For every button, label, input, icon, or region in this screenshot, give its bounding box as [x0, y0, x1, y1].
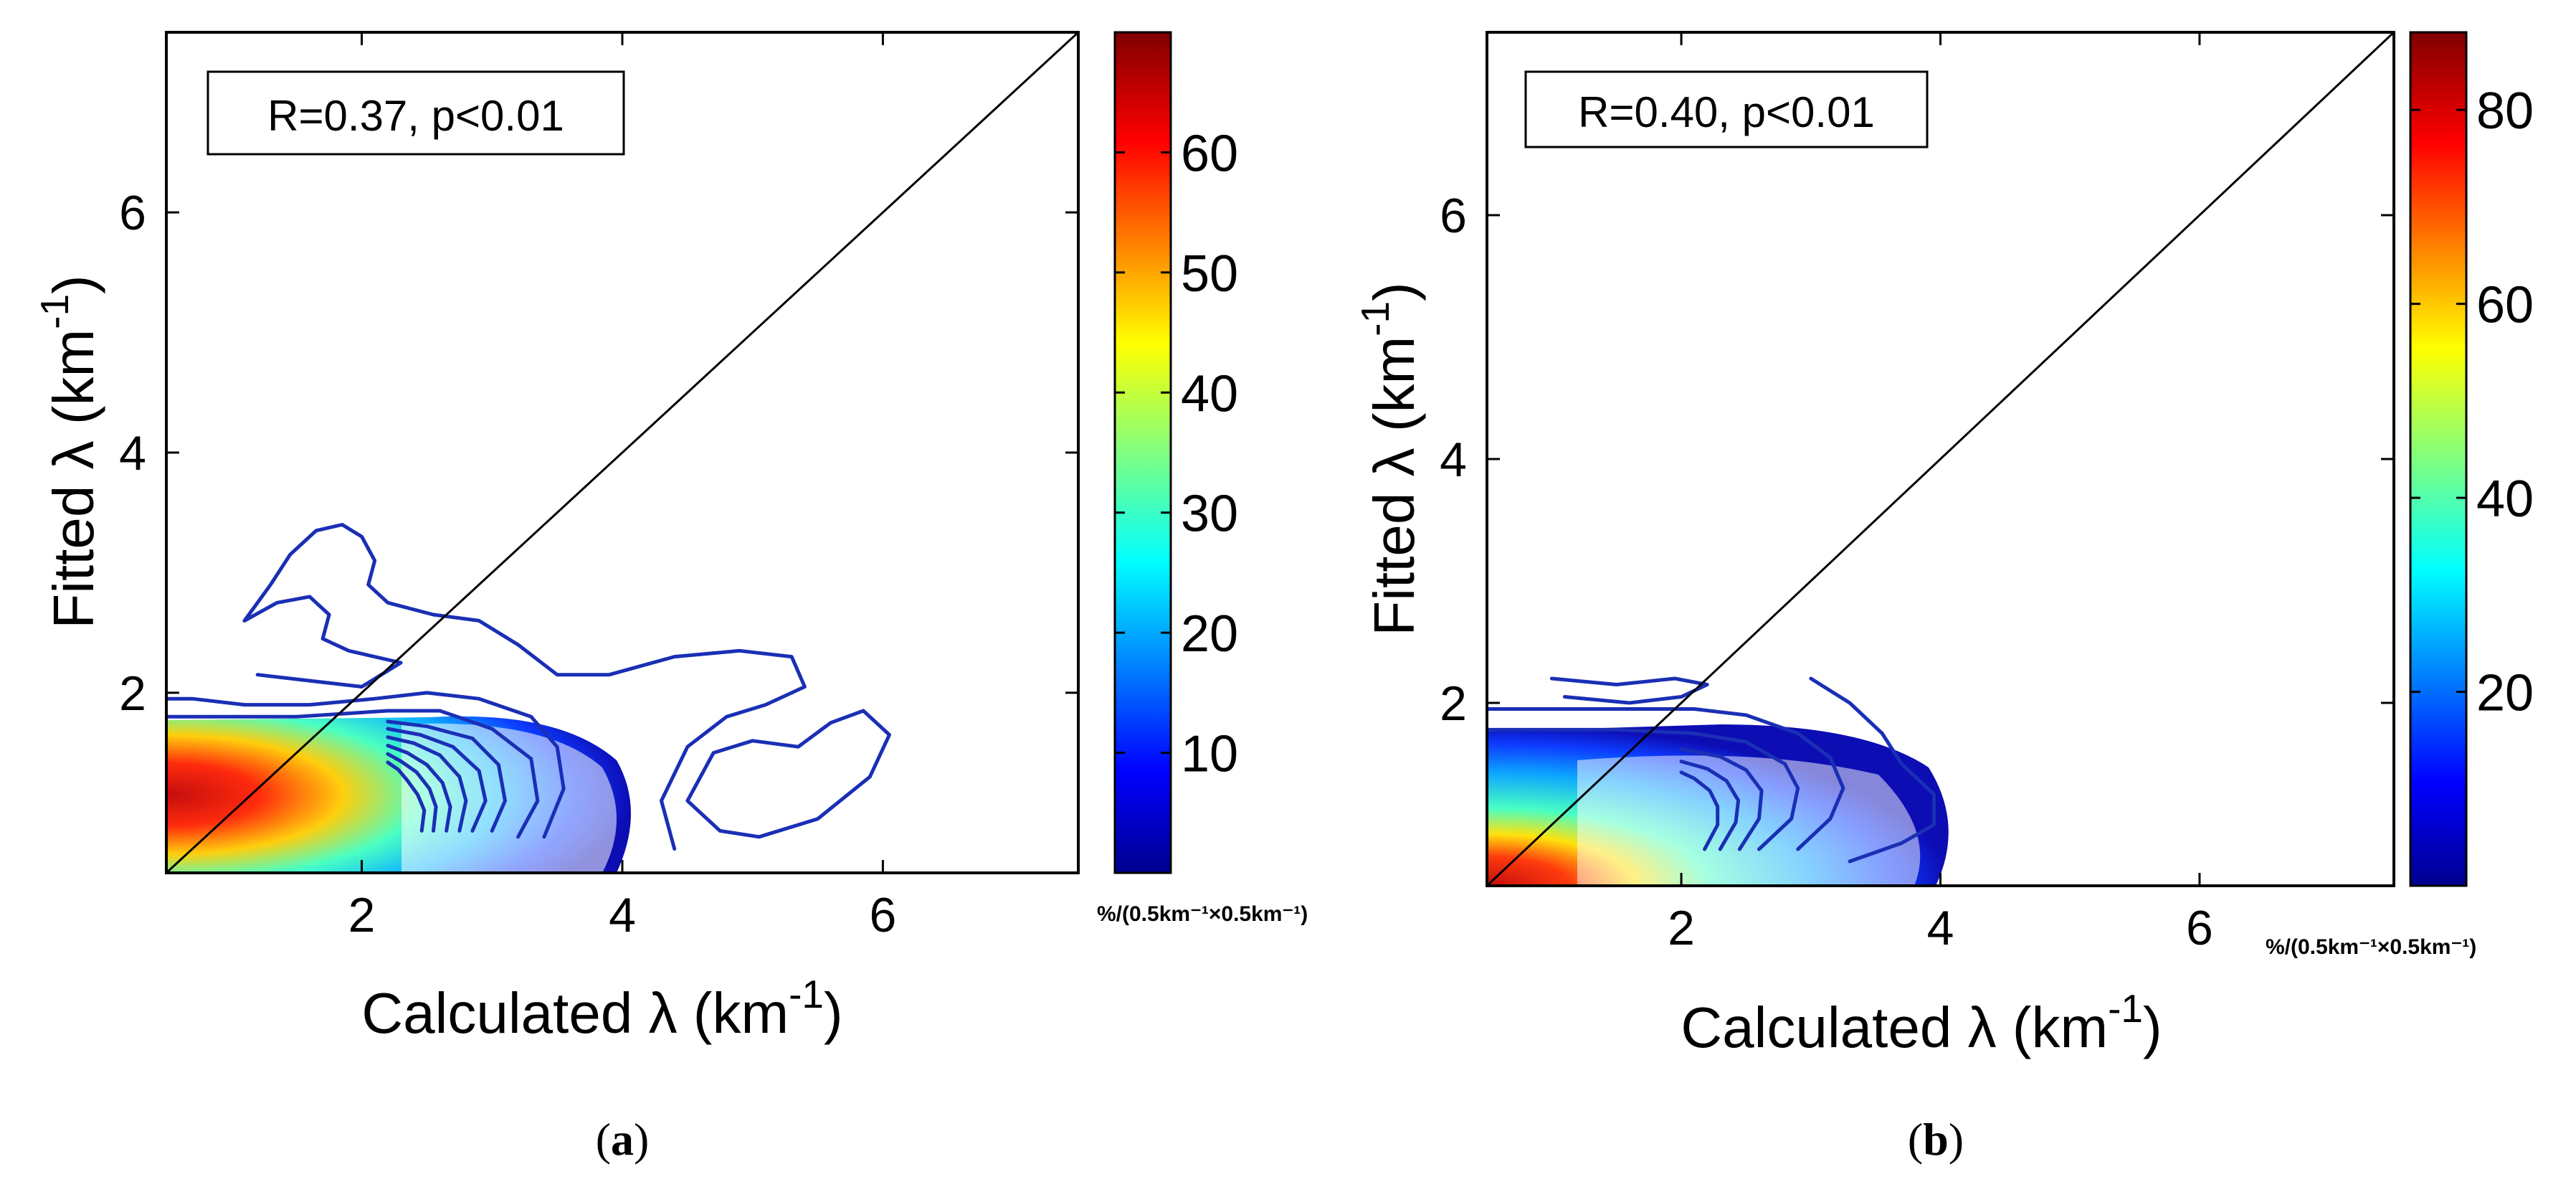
x-tick-label-a-6: 6	[870, 888, 897, 942]
x-tick-label-b-2: 2	[1668, 901, 1695, 955]
colorbar-tick-label-a-20: 20	[1181, 605, 1238, 663]
x-tick-label-b-4: 4	[1927, 901, 1954, 955]
colorbar-ticks-b: 20 40 60 80	[2410, 82, 2534, 722]
contour-line-a-10	[386, 752, 438, 833]
contour-line-a-6	[386, 719, 507, 833]
x-tick-label-a-4: 4	[609, 888, 636, 942]
colorbar-ticks-a: 10 20 30 40 50 60	[1115, 125, 1238, 783]
colorbar-gradient-b	[2409, 31, 2468, 887]
colorbar-unit-b: %/(0.5km⁻¹×0.5km⁻¹)	[2266, 935, 2476, 959]
contour-line-a-3	[685, 709, 891, 839]
x-tick-label-a-2: 2	[348, 888, 376, 942]
y-axis-label-b: Fitted λ (km-1)	[1353, 282, 1426, 635]
x-axis-label-b: Calculated λ (km-1)	[1681, 986, 2162, 1059]
panel-label-b: (b)	[1908, 1114, 1964, 1165]
colorbar-tick-label-b-40: 40	[2476, 471, 2534, 528]
colorbar-tick-label-a-10: 10	[1181, 726, 1238, 783]
colorbar-tick-label-a-30: 30	[1181, 486, 1238, 543]
colorbar-unit-a: %/(0.5km⁻¹×0.5km⁻¹)	[1097, 902, 1308, 926]
diagonal-line-a	[166, 32, 1078, 873]
annotation-text-a: R=0.37, p<0.01	[267, 92, 564, 140]
contour-line-a-2	[242, 595, 403, 689]
contour-line-b-5	[1679, 747, 1764, 851]
y-axis-label-a: Fitted λ (km-1)	[32, 275, 105, 628]
annotation-box-a: R=0.37, p<0.01	[206, 70, 625, 156]
y-tick-label-a-2: 2	[119, 666, 146, 721]
contour-line-b-4	[1487, 727, 1800, 851]
contour-line-a-9	[386, 744, 452, 833]
colorbar-tick-label-a-40: 40	[1181, 365, 1238, 422]
y-tick-label-b-4: 4	[1440, 432, 1467, 487]
panel-a: 2 4 6 2 4 6 R=0.37, p<0.01 Calculated λ (km-1…	[32, 31, 1308, 1165]
contour-line-a-7	[386, 727, 488, 833]
colorbar-a: 10 20 30 40 50 60	[1113, 31, 1238, 874]
contour-line-a-1	[242, 523, 807, 851]
contour-line-a-11	[386, 760, 427, 833]
contour-group-a	[166, 523, 891, 851]
y-tick-label-b-6: 6	[1440, 189, 1467, 243]
contour-line-b-1	[1549, 676, 1709, 705]
colorbar-tick-label-b-60: 60	[2476, 277, 2534, 334]
colorbar-tick-label-a-50: 50	[1181, 245, 1238, 303]
y-tick-label-b-2: 2	[1440, 676, 1467, 731]
axis-ticks-b: 2 4 6 2 4 6	[1440, 32, 2394, 955]
contour-line-a-8	[386, 735, 468, 833]
density-fill-a-white	[401, 723, 617, 873]
y-tick-label-a-6: 6	[119, 186, 146, 240]
contour-line-b-6	[1679, 760, 1741, 851]
contour-line-b-3	[1487, 707, 1845, 851]
panel-b: 2 4 6 2 4 6 R=0.40, p<0.01 Calculated λ (km-1…	[1353, 31, 2534, 1165]
colorbar-gradient-a	[1113, 31, 1172, 874]
diagonal-line-b	[1487, 32, 2394, 886]
density-field-a	[166, 32, 1078, 873]
panel-label-a: (a)	[596, 1114, 650, 1165]
colorbar-tick-label-b-80: 80	[2476, 82, 2534, 140]
density-fill-b-white	[1577, 755, 1921, 886]
contour-line-b-2	[1809, 676, 1936, 864]
contour-group-b	[1487, 676, 1936, 864]
colorbar-b: 20 40 60 80	[2409, 31, 2534, 887]
y-tick-label-a-4: 4	[119, 426, 146, 481]
contour-line-a-4	[166, 691, 566, 839]
annotation-text-b: R=0.40, p<0.01	[1578, 88, 1875, 136]
x-tick-label-b-6: 6	[2186, 901, 2213, 955]
x-axis-label-a: Calculated λ (km-1)	[361, 972, 842, 1045]
colorbar-tick-label-b-20: 20	[2476, 665, 2534, 722]
contour-line-b-7	[1679, 770, 1720, 851]
contour-line-a-5	[166, 709, 540, 839]
annotation-box-b: R=0.40, p<0.01	[1524, 70, 1929, 148]
density-field-b	[1487, 32, 2394, 886]
colorbar-tick-label-a-60: 60	[1181, 125, 1238, 182]
axis-ticks-a: 2 4 6 2 4 6	[119, 32, 1078, 942]
